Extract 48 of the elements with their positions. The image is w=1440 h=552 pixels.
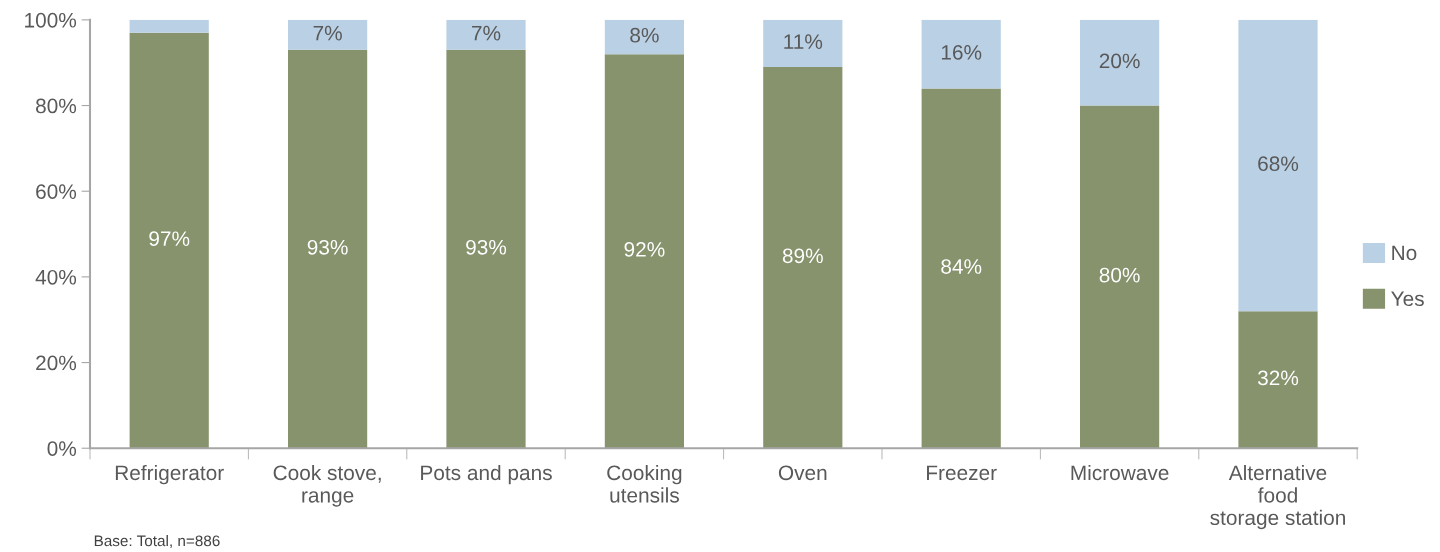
data-label: 7% (313, 25, 342, 41)
data-label: 20% (1099, 53, 1140, 69)
data-label: 89% (782, 248, 823, 264)
bar (129, 19, 209, 33)
bar (604, 19, 684, 55)
data-label: 80% (1099, 267, 1140, 283)
x-tick-label: Alternative food storage station (1210, 464, 1345, 530)
data-label: 92% (624, 242, 665, 257)
x-tick-label: Cooking utensils (607, 464, 682, 503)
x-tick-label: Oven (778, 465, 827, 481)
data-label: 16% (941, 44, 982, 60)
data-label: 93% (466, 239, 507, 255)
bar (288, 19, 368, 50)
bar (763, 19, 843, 67)
bar (1238, 19, 1318, 312)
legend-label: No (1392, 245, 1417, 261)
bar (921, 88, 1001, 449)
bar (446, 19, 526, 50)
bar (1080, 105, 1160, 449)
data-label: 8% (630, 27, 659, 43)
data-label: 93% (307, 239, 348, 255)
data-label: 68% (1258, 156, 1299, 172)
data-label: 11% (784, 34, 823, 49)
data-label: 7% (472, 25, 501, 41)
x-tick-label: Freezer (927, 465, 997, 481)
data-label: 97% (149, 231, 190, 247)
y-tick-label: 40% (35, 269, 77, 285)
y-tick-label: 0% (47, 441, 77, 456)
bar (921, 19, 1001, 89)
data-label: 84% (941, 259, 982, 274)
x-tick-label: Microwave (1071, 464, 1169, 481)
y-tick-label: 60% (36, 184, 77, 199)
bar (763, 66, 843, 449)
bar (129, 32, 209, 449)
x-tick-label: Pots and pans (421, 464, 552, 485)
x-tick-label: Cook stove, range (273, 464, 381, 507)
y-tick-label: 100% (25, 12, 77, 28)
text: Base: Total, n=886 (94, 535, 220, 549)
data-label: 32% (1257, 370, 1299, 386)
y-tick-label: 80% (36, 98, 77, 114)
bar (604, 54, 684, 449)
bar (288, 49, 368, 449)
bar (1080, 19, 1160, 106)
bar (1238, 311, 1318, 449)
legend-label: Yes (1391, 291, 1424, 307)
x-tick-label: Refrigerator (115, 464, 224, 485)
bar (446, 49, 526, 449)
y-tick-label: 20% (36, 355, 77, 371)
